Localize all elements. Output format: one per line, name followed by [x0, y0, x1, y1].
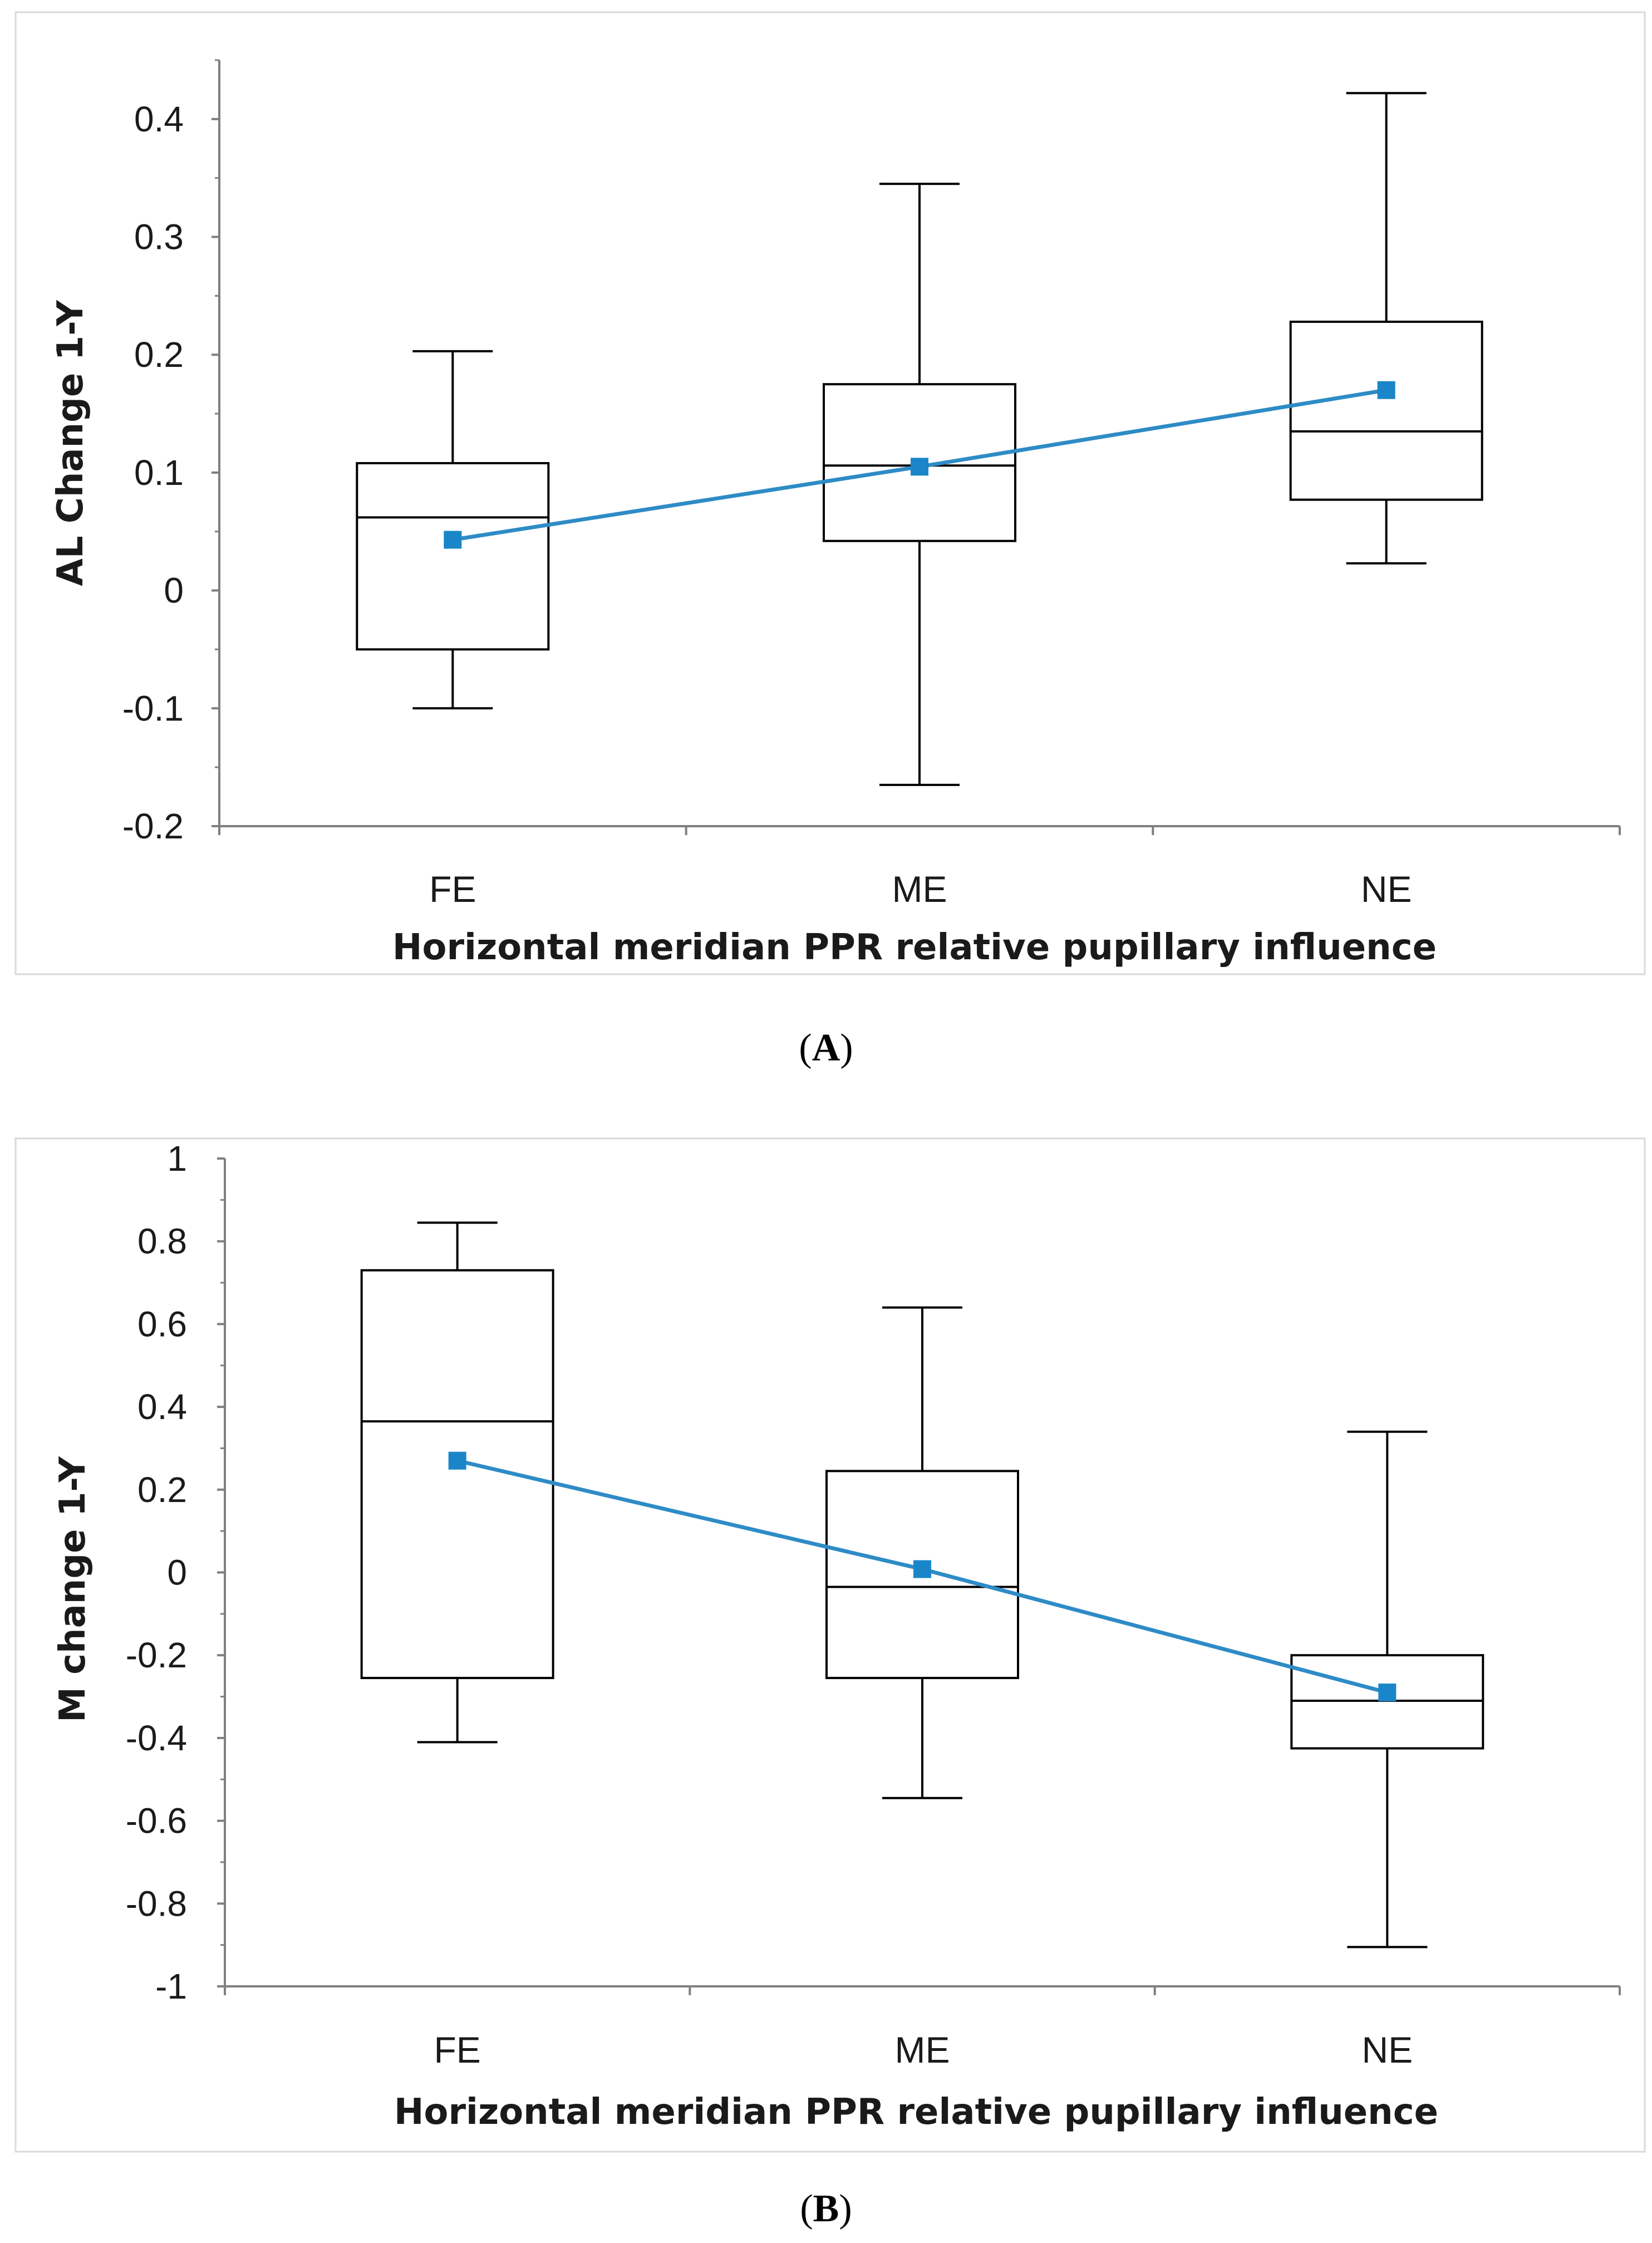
- panel-a: -0.2 -0.1 0 0.1 0.2 0.3 0.4 FE ME NE Horizontal …: [14, 11, 1646, 975]
- panel-b-y-ticks: -1 -0.8 -0.6 -0.4 -0.2 0 0.2 0.4 0.6 0.8 1: [126, 1138, 225, 2006]
- panel-a-box-fe: [356, 350, 550, 710]
- iqr-box: [1289, 320, 1483, 501]
- panel-b-y-tick-label: 0.6: [137, 1304, 187, 1344]
- panel-b-label: (B): [800, 2187, 852, 2230]
- panel-a-label-close: ): [840, 1027, 853, 1069]
- panel-a-y-tick-label: 0.2: [134, 335, 184, 375]
- panel-a-x-axis-title: Horizontal meridian PPR relative pupilla…: [392, 927, 1437, 968]
- panel-b-y-axis-title: M change 1-Y: [52, 1456, 94, 1722]
- panel-a-label-letter: A: [812, 1027, 840, 1069]
- panel-b: -1-0.8-0.6-0.4-0.200.20.40.60.81 FE ME NE …: [14, 1137, 1646, 2153]
- panel-b-x-axis-title: Horizontal meridian PPR relative pupilla…: [394, 2092, 1438, 2133]
- panel-b-y-tick-label: -0.2: [126, 1635, 187, 1675]
- panel-b-box-ne: [1290, 1430, 1484, 1948]
- panel-a-boxes: [356, 92, 1483, 786]
- panel-a-x-ticks: FE ME NE: [218, 826, 1621, 910]
- iqr-box: [360, 1269, 554, 1680]
- panel-a-label: (A): [799, 1027, 853, 1069]
- panel-b-x-tick-label-ne: NE: [1361, 2029, 1413, 2070]
- panel-a-x-tick-label-ne: NE: [1361, 868, 1412, 910]
- panel-b-label-close: ): [839, 2187, 852, 2230]
- panel-b-y-tick-label: 0.2: [137, 1470, 187, 1510]
- panel-b-y-tick-label: -0.6: [126, 1801, 187, 1841]
- panel-a-y-tick-label: -0.2: [122, 806, 184, 846]
- panel-a-y-tick-label: 0.1: [134, 453, 184, 493]
- iqr-box: [356, 462, 550, 651]
- panel-a-y-tick-label: -0.1: [122, 688, 184, 728]
- panel-a-means: [444, 381, 1395, 549]
- panel-b-x-tick-label-fe: FE: [434, 2029, 480, 2070]
- panel-b-x-tick-label-me: ME: [895, 2029, 950, 2070]
- panel-a-x-tick-label-fe: FE: [429, 868, 476, 910]
- panel-b-boxes: [360, 1221, 1484, 1948]
- panel-b-y-tick-label: -0.4: [126, 1718, 187, 1758]
- panel-b-y-tick-label: -0.8: [126, 1883, 187, 1923]
- panel-a-x-tick-label-me: ME: [892, 868, 947, 910]
- panel-b-x-ticks: FE ME NE: [224, 1986, 1621, 2070]
- panel-b-label-letter: B: [813, 2187, 839, 2230]
- panel-b-box-fe: [360, 1221, 554, 1744]
- panel-b-mean-marker-me: [913, 1560, 931, 1578]
- panel-a-y-tick-label: 0: [164, 571, 184, 611]
- panel-b-y-tick-label: 0.4: [137, 1387, 187, 1427]
- panel-b-y-tick-label: 1: [167, 1138, 187, 1179]
- panel-a-y-tick-label: 0.4: [134, 99, 184, 139]
- panel-a-mean-marker-ne: [1377, 381, 1395, 399]
- panel-a-label-open: (: [799, 1027, 812, 1069]
- panel-a-y-axis-title: AL Change 1-Y: [50, 300, 91, 586]
- panel-a-axes: [218, 60, 1620, 827]
- panel-b-mean-marker-ne: [1378, 1684, 1397, 1702]
- panel-b-y-tick-label: -1: [155, 1966, 187, 2006]
- panel-b-y-tick-label: 0.8: [137, 1221, 187, 1262]
- panel-a-box-ne: [1289, 92, 1483, 565]
- panel-a-y-ticks: -0.2 -0.1 0 0.1 0.2 0.3 0.4: [122, 59, 219, 846]
- panel-b-mean-marker-fe: [448, 1451, 466, 1470]
- panel-a-mean-marker-fe: [444, 531, 462, 549]
- panel-a-mean-marker-me: [911, 458, 928, 476]
- panel-b-label-open: (: [800, 2187, 813, 2230]
- panel-b-means: [448, 1451, 1397, 1702]
- panel-b-y-tick-label: 0: [167, 1553, 187, 1593]
- panel-a-y-tick-label: 0.3: [134, 217, 184, 257]
